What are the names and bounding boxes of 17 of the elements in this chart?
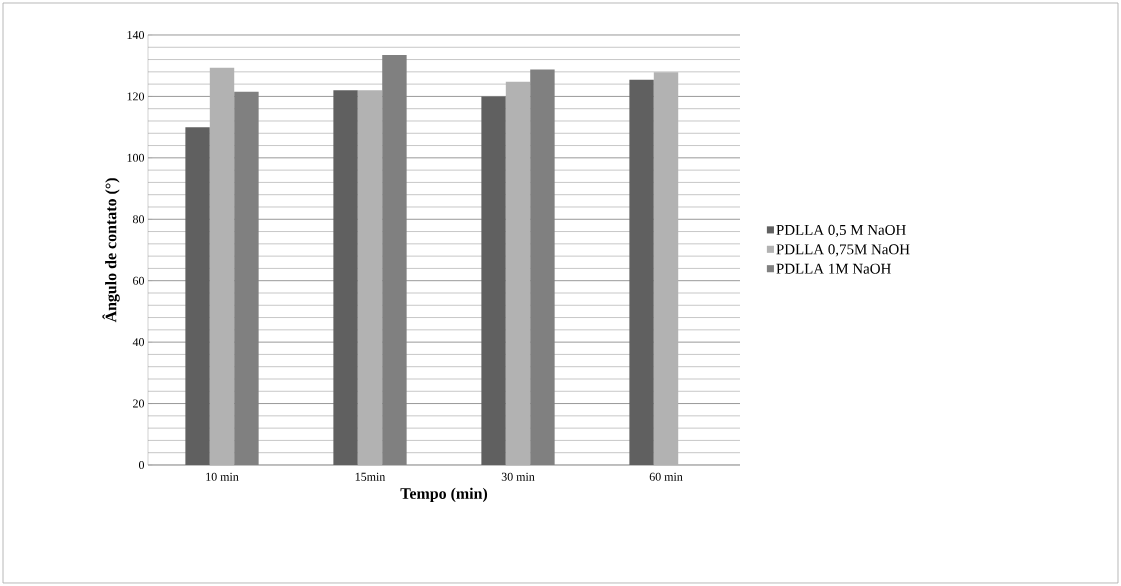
y-tick-label: 60 [133,276,145,285]
y-tick-label: 40 [132,338,145,347]
legend-label: PDLLA 0,5 M NaOH [776,224,906,238]
x-tick-label: 10 min [206,472,239,481]
x-tick-label: 60 min [649,472,683,481]
legend-label: PDLLA 0,75M NaOH [776,244,910,257]
y-tick-label: 20 [133,399,145,408]
y-tick-label: 0 [138,460,145,470]
y-tick-label: 80 [132,215,145,224]
x-axis-title: Tempo (min) [400,487,488,503]
y-axis-title: Ângulo de contato (°) [102,178,120,323]
y-tick-label: 100 [127,153,145,162]
y-tick-label: 120 [127,92,145,101]
y-tick-label: 140 [127,30,145,40]
x-tick-label: 30 min [501,472,535,481]
legend-label: PDLLA 1M NaOH [776,263,891,274]
x-tick-label: 15min [355,472,386,481]
